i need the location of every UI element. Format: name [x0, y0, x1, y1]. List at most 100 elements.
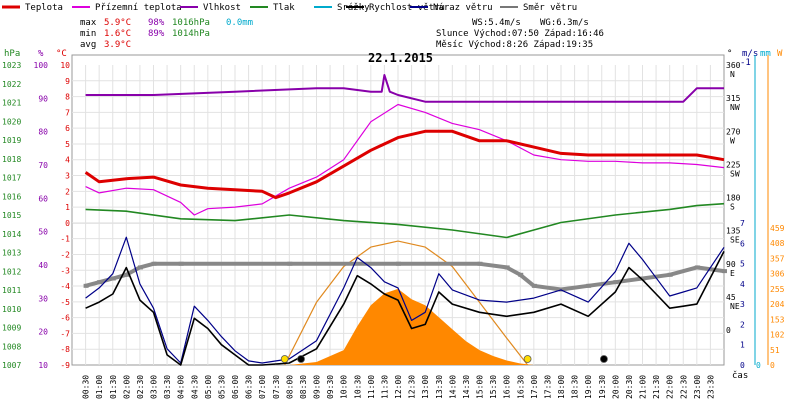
pct-tick-label: 100	[34, 61, 49, 70]
sunrise-marker	[280, 355, 289, 363]
hpa-tick-label: 1011	[2, 286, 21, 295]
ground-temp-line	[85, 103, 725, 216]
hpa-tick-label: 1016	[2, 192, 21, 201]
hpa-tick-label: 1019	[2, 136, 21, 145]
temp-tick-label: 3	[65, 172, 70, 181]
time-tick-label: 22:30	[679, 375, 688, 399]
dir-tick-label: 45	[726, 293, 736, 302]
temp-tick-label: 2	[65, 187, 70, 196]
time-tick-label: 15:30	[489, 375, 498, 399]
dir-tick-label: 180	[726, 194, 741, 203]
w-tick-label: 408	[770, 239, 785, 248]
time-tick-label: 02:00	[122, 375, 131, 399]
unit-mm: mm	[760, 49, 771, 59]
temp-tick-label: -2	[60, 250, 70, 259]
stats-avg-temp: 3.9°C	[104, 40, 131, 50]
time-tick-label: 16:30	[516, 375, 525, 399]
mm-tick-label: 0	[756, 361, 761, 370]
hpa-tick-label: 1020	[2, 117, 21, 126]
pct-tick-label: 90	[38, 94, 48, 103]
dir-tick-label: 360	[726, 61, 741, 70]
pct-tick-label: 80	[38, 128, 48, 137]
hpa-tick-label: 1023	[2, 61, 21, 70]
time-tick-label: 23:30	[706, 375, 715, 399]
pct-tick-label: 60	[38, 194, 48, 203]
temp-tick-label: 6	[65, 124, 70, 133]
hpa-tick-label: 1014	[2, 230, 21, 239]
legend-label-smer: Směr větru	[523, 3, 577, 13]
time-tick-label: 07:00	[258, 375, 267, 399]
time-tick-label: 19:00	[584, 375, 593, 399]
dir-tick-label: 315	[726, 94, 741, 103]
time-tick-label: 03:00	[150, 375, 159, 399]
dir-compass-label: NE	[730, 302, 740, 311]
time-tick-label: 17:00	[530, 375, 539, 399]
hpa-tick-label: 1022	[2, 80, 21, 89]
temp-tick-label: -1	[60, 235, 70, 244]
hpa-tick-label: 1009	[2, 324, 21, 333]
info-ws: WS:5.4m/s	[472, 18, 521, 28]
unit-ms: m/s	[742, 49, 758, 59]
time-tick-label: 12:00	[394, 375, 403, 399]
unit-pct: %	[38, 49, 44, 59]
temp-tick-label: 1	[65, 203, 70, 212]
hpa-tick-label: 1007	[2, 361, 21, 370]
hpa-tick-label: 1012	[2, 267, 21, 276]
stats-max-rain: 0.0mm	[226, 18, 253, 28]
legend-label-teplota: Teplota	[25, 3, 63, 13]
ms-tick-label: 4	[740, 280, 745, 289]
hpa-tick-label: 1021	[2, 99, 21, 108]
temp-tick-label: -3	[60, 266, 70, 275]
legend-label-vlhkost: Vlhkost	[203, 3, 241, 13]
time-tick-label: 02:30	[136, 375, 145, 399]
time-tick-label: 13:30	[435, 375, 444, 399]
pct-tick-label: 70	[38, 161, 48, 170]
wind-dir-point	[722, 269, 727, 274]
legend-label-naraz: Náraz větru	[433, 3, 493, 13]
w-tick-label: 102	[770, 331, 785, 340]
legend-label-rychlost: Rychlost větru	[369, 3, 445, 13]
time-tick-label: 01:00	[95, 375, 104, 399]
time-tick-label: 09:30	[326, 375, 335, 399]
dir-tick-label: 225	[726, 160, 741, 169]
stats-max-temp: 5.9°C	[104, 18, 131, 28]
dir-compass-label: N	[730, 70, 735, 79]
temp-tick-label: 8	[65, 93, 70, 102]
pct-tick-label: 50	[38, 228, 48, 237]
w-tick-label: 0	[770, 361, 775, 370]
dir-compass-label: NW	[730, 103, 740, 112]
hpa-tick-label: 1017	[2, 174, 21, 183]
info-moon: Měsíc Východ:8:26 Západ:19:35	[436, 40, 593, 50]
ms-top-label: -1	[740, 58, 751, 68]
time-tick-label: 10:30	[353, 375, 362, 399]
ms-tick-label: 6	[740, 239, 745, 248]
temp-tick-label: 4	[65, 156, 70, 165]
dir-compass-label: E	[730, 269, 735, 278]
time-tick-label: 21:30	[652, 375, 661, 399]
time-tick-label: 01:30	[109, 375, 118, 399]
legend-label-tlak: Tlak	[273, 3, 295, 13]
dir-tick-label: 135	[726, 227, 741, 236]
time-tick-label: 13:00	[421, 375, 430, 399]
hpa-tick-label: 1008	[2, 342, 21, 351]
moonrise-marker	[297, 355, 305, 363]
marker-layer	[280, 355, 608, 363]
time-tick-label: 21:00	[639, 375, 648, 399]
w-tick-label: 153	[770, 315, 785, 324]
hpa-tick-label: 1018	[2, 155, 21, 164]
dir-compass-label: SE	[730, 236, 740, 245]
grid	[72, 65, 724, 365]
dir-tick-label: 270	[726, 127, 741, 136]
temp-tick-label: 10	[60, 61, 70, 70]
unit-deg: °	[727, 49, 732, 59]
time-tick-label: 07:30	[272, 375, 281, 399]
time-tick-label: 12:30	[408, 375, 417, 399]
time-tick-label: 06:30	[245, 375, 254, 399]
w-tick-label: 204	[770, 300, 785, 309]
pct-tick-label: 10	[38, 361, 48, 370]
chart-title: 22.1.2015	[368, 51, 433, 65]
ms-tick-label: 2	[740, 320, 745, 329]
time-tick-label: 17:30	[543, 375, 552, 399]
stats-avg-label: avg	[80, 40, 96, 50]
